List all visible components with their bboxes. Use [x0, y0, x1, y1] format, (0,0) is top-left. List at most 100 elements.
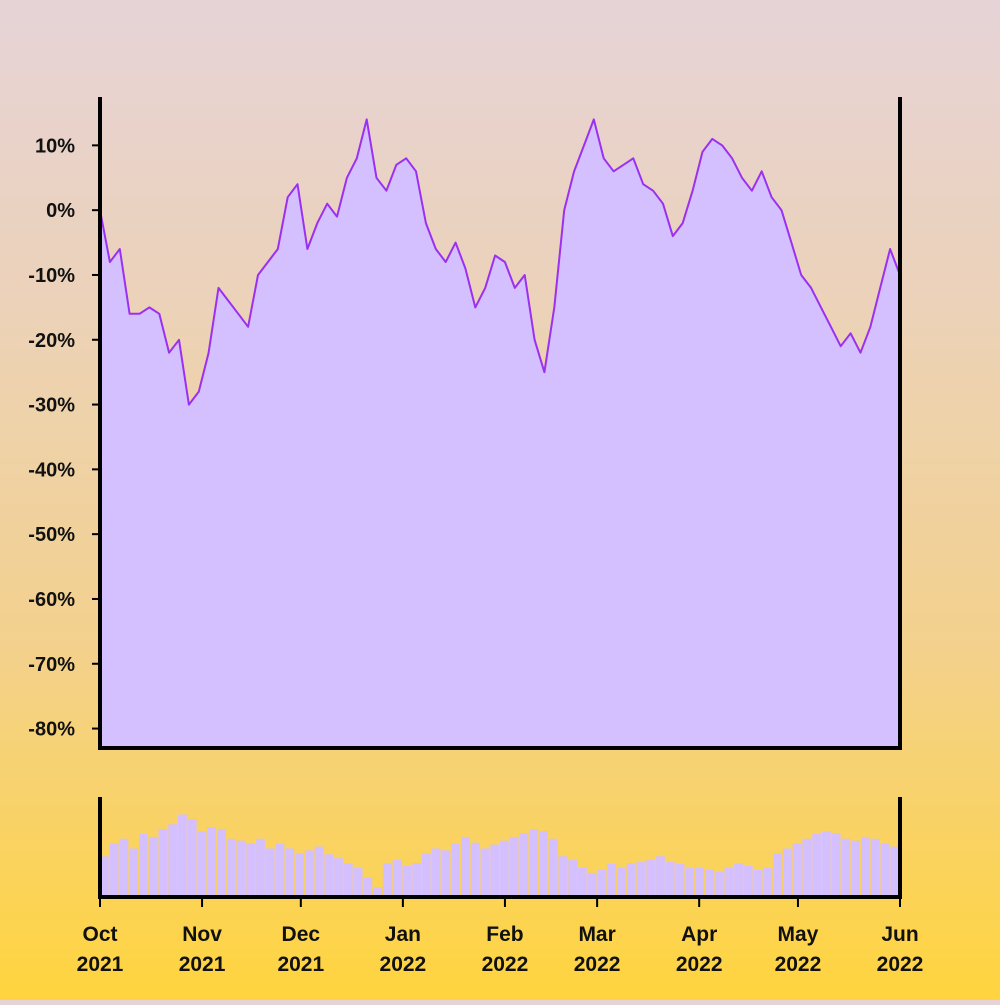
volume-bar: [431, 848, 441, 897]
volume-bar: [226, 838, 236, 897]
volume-bar: [139, 834, 148, 898]
volume-bar: [812, 834, 821, 898]
x-tick-label-year: 2021: [77, 953, 124, 976]
y-tick-label: -30%: [28, 395, 75, 417]
y-tick-label: 0%: [46, 200, 75, 222]
area-fill: [100, 119, 900, 748]
volume-bar: [402, 866, 412, 897]
x-tick-label-month: Nov: [182, 923, 222, 946]
volume-bar: [802, 838, 812, 897]
volume-bar: [343, 863, 353, 897]
volume-bar: [412, 863, 421, 897]
volume-bar: [529, 829, 539, 897]
volume-bar: [753, 869, 763, 897]
y-tick-label: -50%: [28, 524, 75, 546]
volume-bar: [568, 860, 578, 897]
x-tick-label-year: 2022: [877, 953, 924, 976]
volume-bar: [880, 843, 890, 897]
volume-bar: [304, 850, 314, 897]
volume-bar: [236, 840, 246, 897]
volume-bar: [773, 853, 782, 897]
volume-bar: [831, 833, 841, 897]
volume-bar: [422, 853, 431, 897]
volume-bar: [217, 829, 226, 897]
volume-bar: [100, 856, 109, 897]
volume-bar: [646, 860, 656, 897]
volume-bar: [500, 840, 509, 897]
volume-bar: [636, 862, 646, 897]
x-tick-label-year: 2022: [380, 953, 427, 976]
volume-bar: [695, 867, 704, 897]
volume-bar: [743, 866, 753, 897]
volume-bar: [461, 836, 470, 897]
volume-bar: [334, 858, 343, 897]
volume-bar: [109, 843, 119, 897]
volume-bar: [548, 838, 558, 897]
volume-bar: [363, 877, 373, 897]
x-tick-label-month: May: [778, 923, 819, 946]
volume-bar: [607, 864, 617, 897]
volume-bar: [704, 869, 714, 897]
volume-bar: [724, 867, 734, 897]
volume-bar: [841, 838, 851, 897]
x-tick-label-year: 2022: [574, 953, 621, 976]
volume-bar: [890, 846, 899, 897]
volume-bar: [665, 862, 675, 897]
volume-bar: [782, 848, 792, 897]
volume-bar: [119, 838, 129, 897]
x-tick-label-year: 2022: [775, 953, 822, 976]
volume-bar: [626, 863, 636, 897]
volume-bar: [734, 863, 743, 897]
volume-bar: [763, 867, 773, 897]
x-tick-label-month: Jun: [881, 923, 918, 946]
volume-bar: [822, 831, 831, 897]
volume-bar: [617, 867, 626, 897]
volume-bar: [275, 843, 285, 897]
volume-bar: [285, 848, 295, 897]
volume-bar: [656, 856, 665, 897]
volume-bar: [587, 872, 597, 898]
volume-bar: [382, 863, 392, 897]
volume-bar: [129, 848, 139, 897]
volume-bar: [314, 846, 324, 897]
volume-bar: [324, 854, 334, 897]
x-tick-label-month: Oct: [82, 923, 117, 946]
volume-bar: [509, 836, 519, 897]
volume-bar: [714, 871, 724, 897]
y-tick-label: -80%: [28, 719, 75, 741]
x-tick-label-month: Jan: [385, 923, 421, 946]
x-tick-label-month: Apr: [681, 923, 717, 946]
y-tick-label: -20%: [28, 330, 75, 352]
volume-bar: [861, 836, 870, 897]
volume-bar: [451, 843, 460, 897]
volume-bar: [578, 867, 587, 897]
volume-bar: [490, 844, 499, 897]
volume-bar: [168, 824, 178, 898]
volume-bar: [851, 840, 860, 897]
volume-bar: [197, 831, 207, 897]
x-tick-label-year: 2021: [179, 953, 226, 976]
volume-bar: [265, 848, 275, 897]
volume-bar: [597, 869, 607, 897]
series-line: [99, 118, 901, 406]
x-tick-label-year: 2021: [277, 953, 324, 976]
volume-bar: [870, 838, 880, 897]
volume-bar: [441, 850, 451, 897]
x-tick-label-month: Dec: [282, 923, 321, 946]
volume-bar: [558, 856, 568, 897]
y-tick-label: 10%: [35, 135, 75, 157]
x-tick-label-month: Feb: [486, 923, 523, 946]
volume-bar: [519, 833, 529, 897]
x-tick-label-month: Mar: [578, 923, 615, 946]
volume-bar: [353, 867, 363, 897]
volume-bar: [792, 843, 802, 897]
volume-bar: [470, 842, 480, 897]
y-tick-label: -70%: [28, 654, 75, 676]
volume-bar: [539, 831, 548, 897]
x-tick-label-year: 2022: [482, 953, 529, 976]
volume-bar: [178, 814, 187, 897]
volume-bar: [392, 860, 402, 897]
x-tick-label-year: 2022: [676, 953, 723, 976]
